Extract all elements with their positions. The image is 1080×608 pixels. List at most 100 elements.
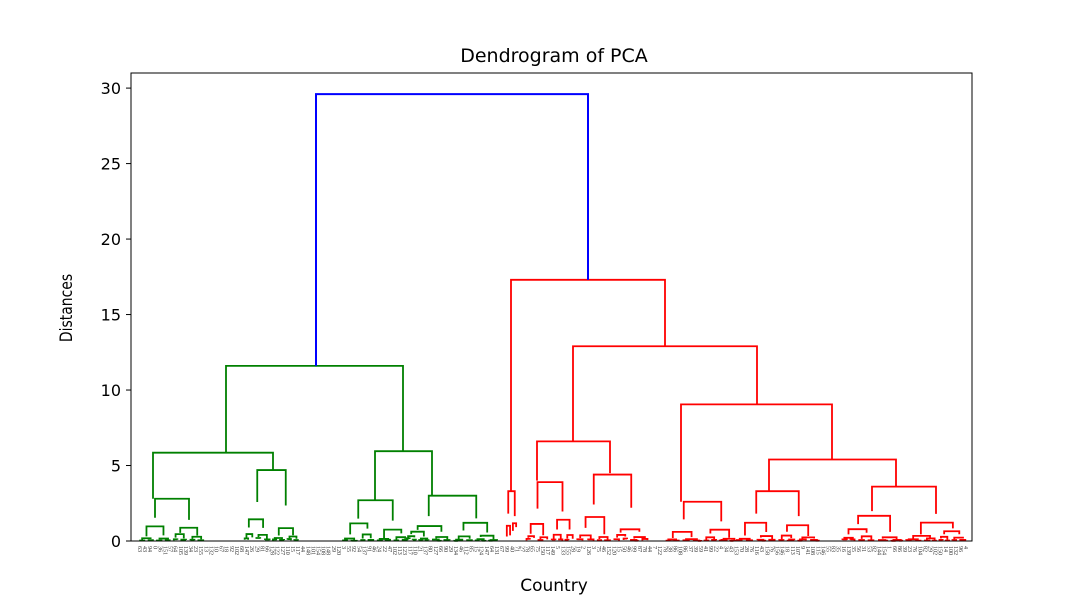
dendrogram-link-cluster-1: [174, 533, 185, 539]
leaf-label: 112: [462, 546, 468, 555]
leaf-label: 22: [712, 546, 718, 552]
dendrogram-link-cluster-2: [552, 533, 562, 540]
leaf-label: 29: [447, 546, 453, 552]
dendrogram-link-cluster-2: [857, 514, 892, 532]
leaf-label: 27: [519, 546, 525, 552]
dendrogram-link-cluster-1: [435, 536, 449, 540]
dendrogram-link-cluster-1: [374, 450, 433, 501]
leaf-label: 28: [743, 546, 749, 552]
dendrogram-link-cluster-2: [860, 535, 873, 540]
leaf-label: 127: [279, 546, 285, 555]
leaf-labels: 63 43 94 0 36 151 57 64 105 139 34 23 155 13 132 10 67 18…: [136, 546, 968, 555]
leaf-label: 50: [621, 546, 627, 552]
leaf-label: 57: [167, 546, 173, 552]
dendrogram-link-cluster-1: [279, 538, 286, 541]
leaf-label: 155: [197, 546, 203, 555]
dendrogram-link-cluster-2: [550, 538, 557, 541]
leaf-label: 99: [707, 546, 713, 552]
leaf-label: 96: [957, 546, 963, 552]
dendrogram-link-cluster-2: [619, 528, 641, 533]
dendrogram-link-cluster-2: [951, 539, 958, 541]
dendrogram-link-cluster-1: [152, 451, 274, 499]
leaf-label: 131: [493, 546, 499, 555]
leaf-label: 107: [794, 546, 800, 555]
leaf-label: 86: [682, 546, 688, 552]
dendrogram-link-cluster-2: [536, 481, 564, 512]
leaf-label: 78: [524, 546, 530, 552]
leaf-label: 148: [304, 546, 310, 555]
leaf-label: 108: [320, 546, 326, 555]
dendrogram-link-cluster-1: [466, 539, 473, 542]
leaf-label: 24: [376, 546, 382, 552]
leaf-label: 81: [258, 546, 264, 552]
dendrogram-link-cluster-2: [592, 473, 633, 508]
leaf-label: 80: [427, 546, 433, 552]
dendrogram-link-cluster-2: [598, 536, 609, 540]
leaf-label: 68: [238, 546, 244, 552]
leaf-label: 2: [580, 546, 586, 549]
leaf-label: 66: [437, 546, 443, 552]
leaf-label: 133: [559, 546, 565, 555]
leaf-label: 110: [411, 546, 417, 555]
leaf-label: 154: [881, 546, 887, 555]
leaf-label: 46: [457, 546, 463, 552]
chart-title: Dendrogram of PCA: [460, 45, 648, 67]
dendrogram-link-cluster-2: [768, 538, 776, 541]
dendrogram-link-cluster-1: [191, 535, 203, 540]
leaf-label: 16: [840, 546, 846, 552]
leaf-label: 137: [360, 546, 366, 555]
dendrogram-link-cluster-1: [154, 497, 190, 520]
leaf-label: 55: [345, 546, 351, 552]
leaf-label: 37: [687, 546, 693, 552]
leaf-label: 66: [891, 546, 897, 552]
y-axis-ticks: 0 5 10 15 20 25 30: [101, 79, 131, 551]
dendrogram-link-cluster-2: [780, 534, 793, 540]
leaf-label: 67: [498, 546, 504, 552]
dendrogram-link-cluster-2: [801, 536, 816, 539]
leaf-label: 99: [503, 546, 509, 552]
dendrogram-link-cluster-2: [596, 539, 603, 542]
leaf-label: 23: [906, 546, 912, 552]
leaf-label: 117: [406, 546, 412, 555]
dendrogram-link-cluster-2: [959, 539, 967, 541]
x-axis-label: Country: [520, 576, 588, 596]
dendrogram-link-cluster-1: [243, 537, 250, 540]
leaf-label: 22: [381, 546, 387, 552]
dendrogram-link-cluster-2: [919, 521, 954, 535]
dendrogram-link-cluster-1: [225, 364, 404, 453]
dendrogram-link-cluster-2: [841, 538, 848, 541]
y-tick-label: 5: [111, 457, 121, 476]
leaf-label: 39: [901, 546, 907, 552]
dendrogram-link-cluster-1: [145, 525, 165, 537]
leaf-label: 46: [600, 546, 606, 552]
dendrogram-links: [139, 93, 967, 542]
dendrogram-link-cluster-2: [584, 516, 606, 535]
plot-frame: [130, 72, 973, 542]
leaf-label: 132: [952, 546, 958, 555]
dendrogram-link-cluster-2: [622, 537, 628, 540]
leaf-label: 4: [717, 546, 723, 549]
leaf-label: 113: [396, 546, 402, 555]
leaf-label: 122: [274, 546, 280, 555]
leaf-label: 39: [692, 546, 698, 552]
leaf-label: 85: [468, 546, 474, 552]
leaf-label: 34: [187, 546, 193, 552]
leaf-label: 18: [223, 546, 229, 552]
dendrogram-link-cluster-2: [926, 537, 936, 541]
leaf-label: 91: [366, 546, 372, 552]
leaf-label: 150: [937, 546, 943, 555]
leaf-label: 153: [733, 546, 739, 555]
leaf-label: 56: [855, 546, 861, 552]
leaf-label: 41: [702, 546, 708, 552]
leaf-label: 82: [921, 546, 927, 552]
leaf-label: 43: [728, 546, 734, 552]
leaf-label: 59: [697, 546, 703, 552]
dendrogram-link-cluster-2: [943, 530, 961, 535]
dendrogram-link-cluster-1: [360, 539, 366, 541]
leaf-label: 158: [763, 546, 769, 555]
dendrogram-link-cluster-2: [613, 538, 620, 541]
dendrogram-link-cluster-1: [172, 538, 179, 541]
dendrogram-link-cluster-2: [579, 534, 592, 539]
leaf-label: 86: [896, 546, 902, 552]
